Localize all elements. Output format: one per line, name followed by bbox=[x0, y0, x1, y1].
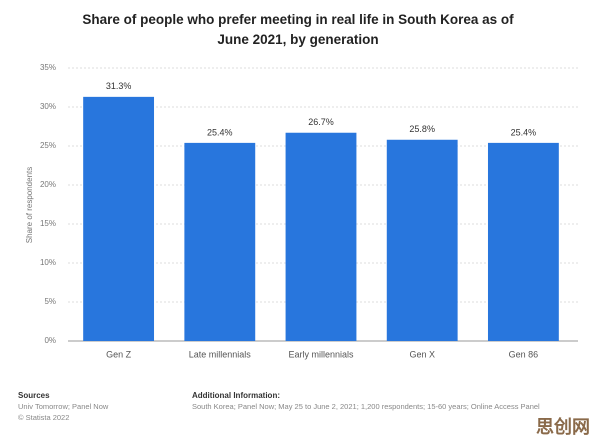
source: Univ Tomorrow; Panel Now bbox=[18, 402, 109, 411]
x-tick-label: Gen 86 bbox=[509, 349, 539, 359]
y-tick-label: 35% bbox=[40, 63, 56, 72]
value-label: 25.4% bbox=[511, 127, 537, 137]
y-tick-label: 20% bbox=[40, 180, 56, 189]
value-label: 25.4% bbox=[207, 127, 233, 137]
source: © Statista 2022 bbox=[18, 413, 69, 422]
y-tick-label: 5% bbox=[44, 297, 56, 306]
y-axis-label: Share of respondents bbox=[25, 167, 34, 244]
value-label: 26.7% bbox=[308, 117, 334, 127]
additional-info: South Korea; Panel Now; May 25 to June 2… bbox=[192, 402, 540, 411]
x-tick-label: Late millennials bbox=[189, 349, 252, 359]
value-label: 25.8% bbox=[409, 124, 435, 134]
bar bbox=[83, 96, 155, 341]
y-tick-label: 30% bbox=[40, 102, 56, 111]
y-tick-label: 25% bbox=[40, 141, 56, 150]
additional-heading: Additional Information: bbox=[192, 391, 280, 400]
value-label: 31.3% bbox=[106, 81, 132, 91]
x-tick-label: Gen Z bbox=[106, 349, 132, 359]
chart-title: Share of people who prefer meeting in re… bbox=[82, 12, 514, 47]
y-tick-label: 10% bbox=[40, 258, 56, 267]
x-tick-label: Gen X bbox=[409, 349, 435, 359]
x-tick-label: Early millennials bbox=[288, 349, 354, 359]
bar bbox=[386, 139, 458, 341]
bar bbox=[285, 132, 357, 341]
bar bbox=[184, 142, 256, 341]
sources-heading: Sources bbox=[18, 391, 50, 400]
y-tick-label: 15% bbox=[40, 219, 56, 228]
y-tick-label: 0% bbox=[44, 336, 56, 345]
bar bbox=[487, 142, 559, 341]
watermark: 思创网 bbox=[536, 416, 590, 437]
